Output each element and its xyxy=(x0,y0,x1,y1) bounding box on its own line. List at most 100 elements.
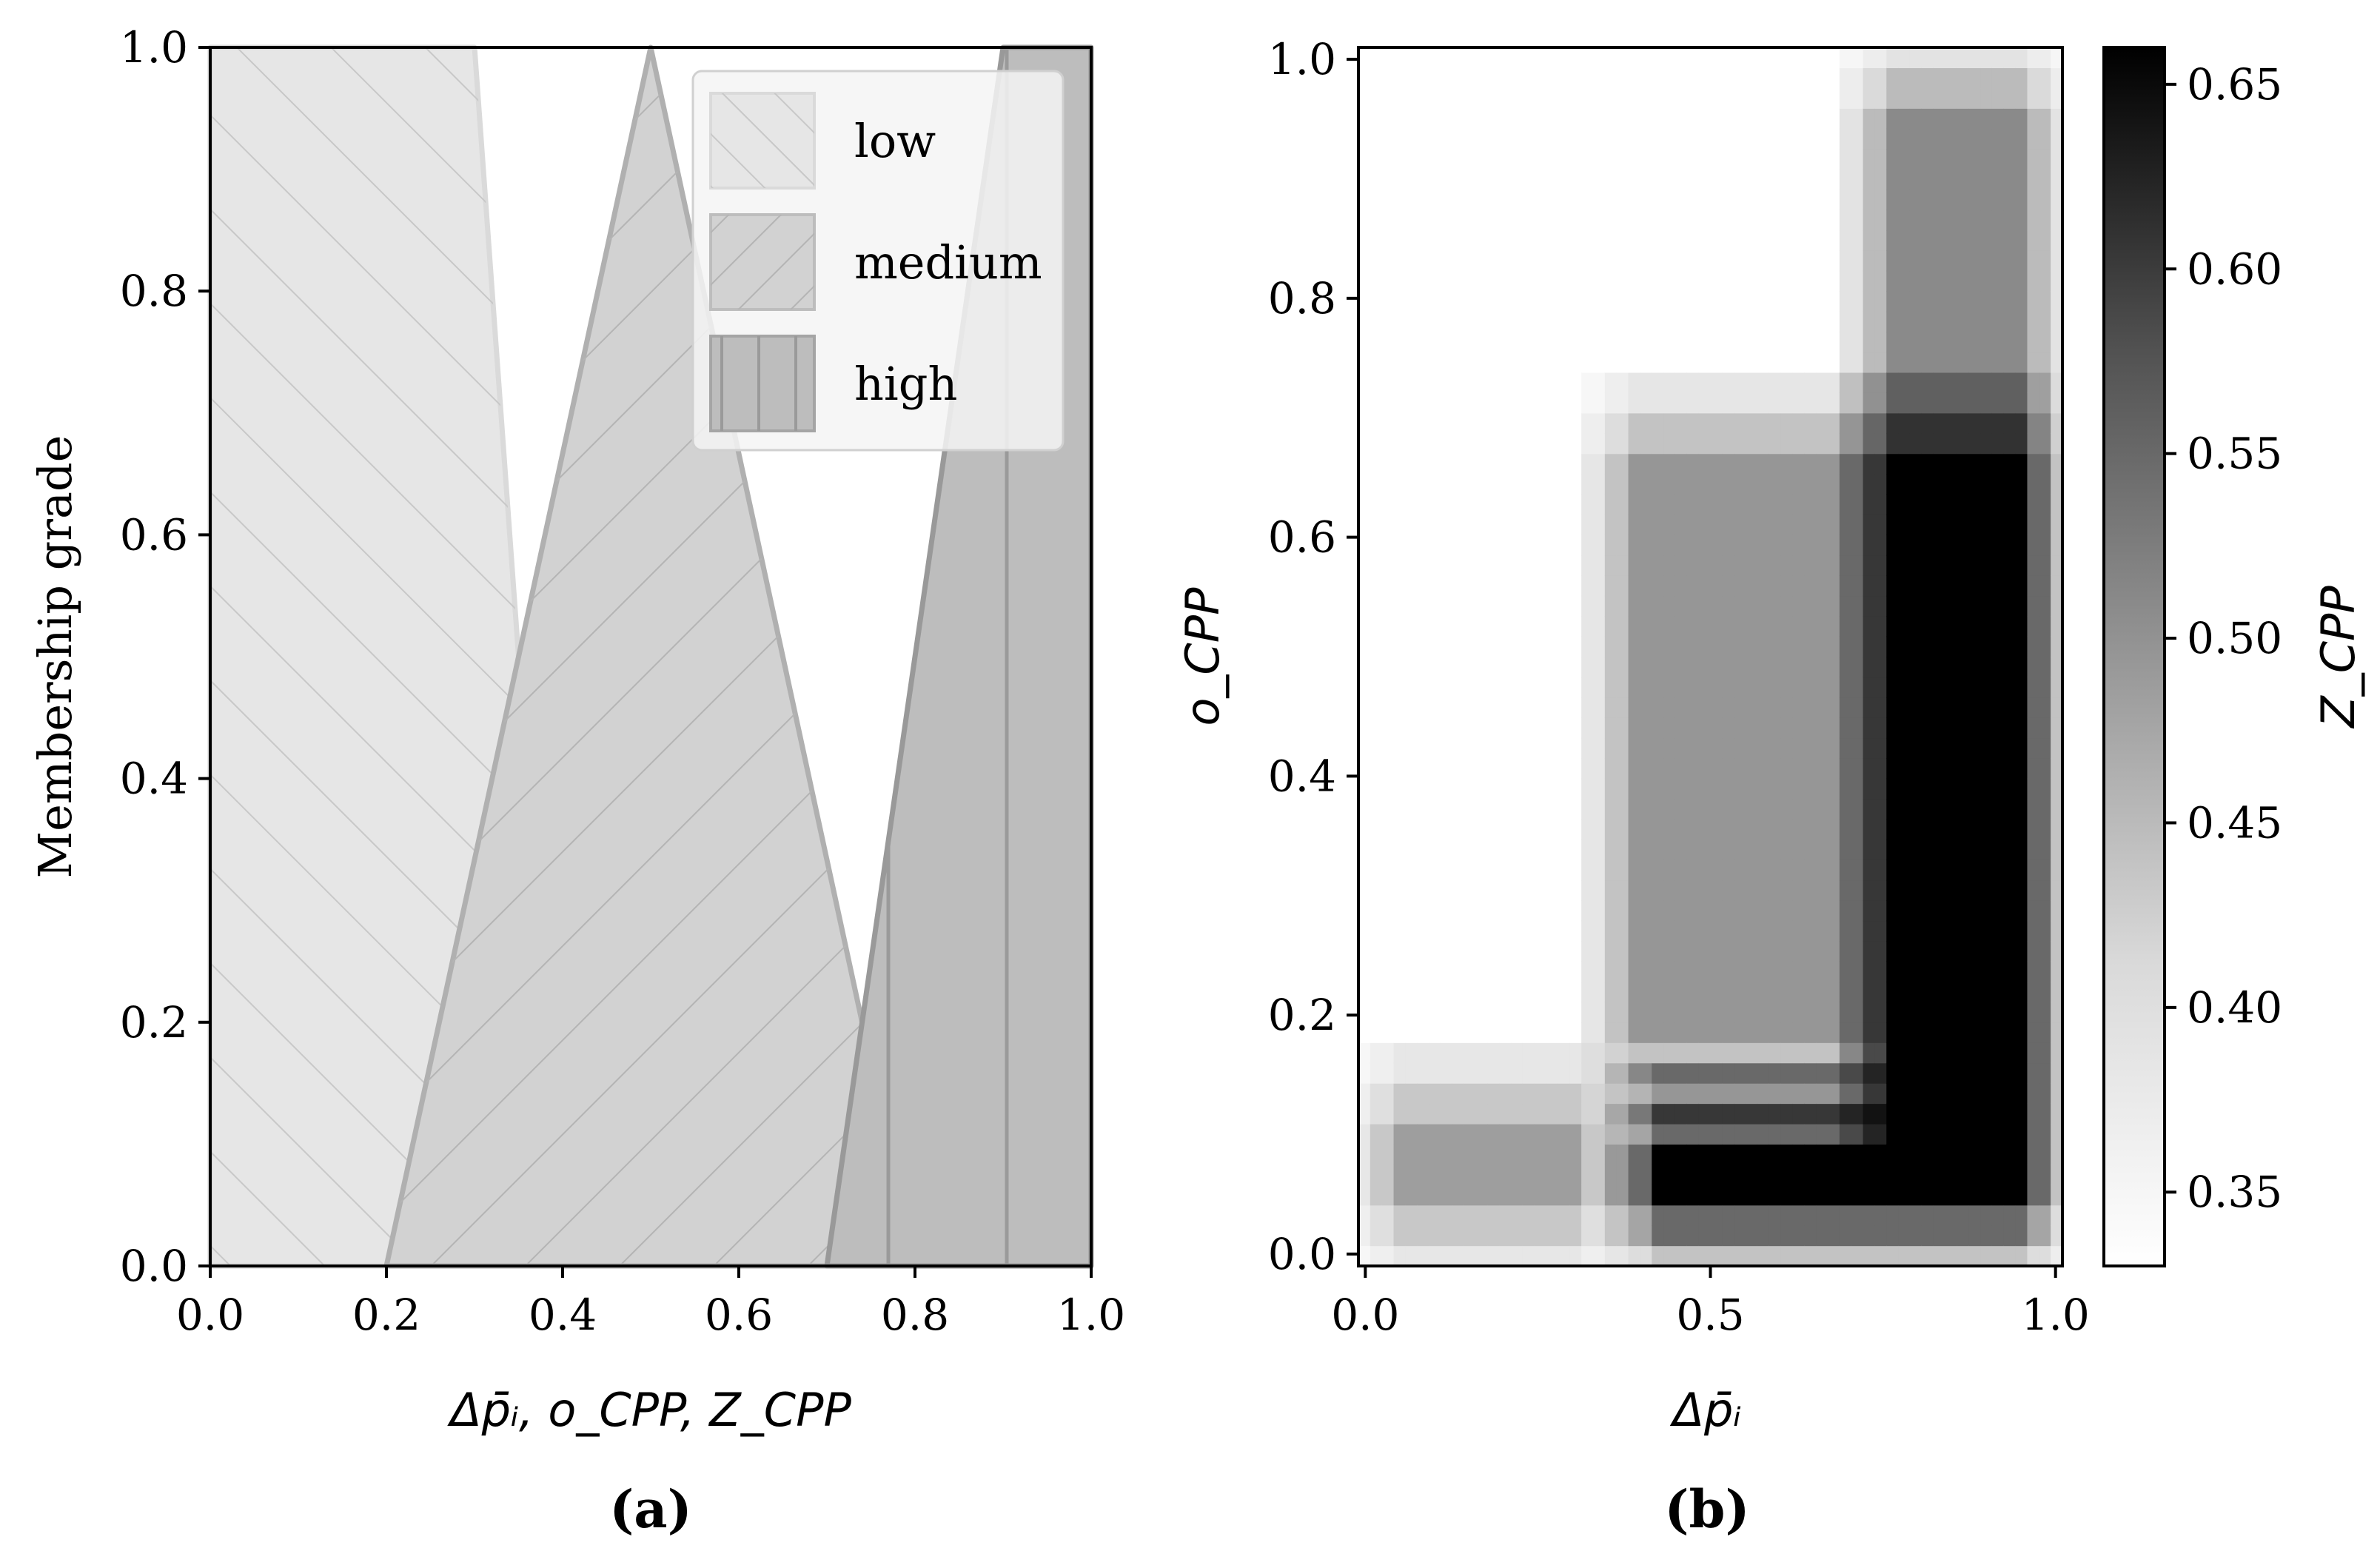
heatmap-cell xyxy=(1569,474,1582,495)
heatmap-cell xyxy=(1358,128,1371,150)
heatmap-cell xyxy=(1957,555,1969,576)
heatmap-cell xyxy=(1604,311,1618,332)
heatmap-cell xyxy=(1757,595,1770,617)
heatmap-cell xyxy=(1722,392,1734,414)
heatmap-cell xyxy=(1722,514,1734,535)
heatmap-cell xyxy=(1663,1205,1676,1226)
heatmap-cell xyxy=(1722,474,1734,495)
heatmap-cell xyxy=(1921,210,1934,231)
heatmap-cell xyxy=(1945,737,1957,759)
heatmap-cell xyxy=(1898,819,1911,840)
heatmap-cell xyxy=(1874,250,1887,272)
heatmap-cell xyxy=(1921,697,1934,718)
heatmap-cell xyxy=(1640,291,1652,312)
heatmap-cell xyxy=(1921,799,1934,820)
heatmap-cell xyxy=(1604,47,1618,69)
heatmap-cell xyxy=(1980,697,1993,718)
heatmap-cell xyxy=(1898,474,1911,495)
heatmap-cell xyxy=(1734,474,1746,495)
heatmap-cell xyxy=(1945,514,1957,535)
heatmap-cell xyxy=(1393,169,1406,190)
heatmap-cell xyxy=(2051,1225,2063,1247)
heatmap-cell xyxy=(1546,1225,1559,1247)
heatmap-cell xyxy=(1475,1103,1488,1125)
heatmap-cell xyxy=(2051,1144,2063,1165)
heatmap-cell xyxy=(1440,717,1453,739)
heatmap-cell xyxy=(1558,839,1570,860)
heatmap-cell xyxy=(1604,1144,1618,1165)
heatmap-cell xyxy=(2003,372,2017,393)
heatmap-cell xyxy=(2003,270,2017,292)
heatmap-cell xyxy=(2051,169,2063,190)
heatmap-cell xyxy=(1980,595,1993,617)
heatmap-cell xyxy=(1933,880,1946,901)
heatmap-cell xyxy=(1851,514,1864,535)
heatmap-cell xyxy=(1511,555,1523,576)
heatmap-cell xyxy=(1628,1144,1640,1165)
heatmap-cell xyxy=(1722,636,1734,657)
heatmap-cell xyxy=(1663,555,1676,576)
heatmap-cell xyxy=(1640,372,1652,393)
heatmap-cell xyxy=(1874,616,1887,637)
heatmap-cell xyxy=(1452,332,1465,353)
heatmap-cell xyxy=(1851,270,1864,292)
heatmap-cell xyxy=(1945,839,1957,860)
heatmap-cell xyxy=(1792,210,1805,231)
heatmap-cell xyxy=(1722,1245,1734,1267)
heatmap-cell xyxy=(1640,392,1652,414)
heatmap-cell xyxy=(1828,1042,1840,1064)
heatmap-cell xyxy=(1816,900,1828,922)
heatmap-cell xyxy=(2003,1103,2017,1125)
heatmap-cell xyxy=(1769,332,1782,353)
heatmap-cell xyxy=(1792,636,1805,657)
heatmap-cell xyxy=(1722,1042,1734,1064)
heatmap-cell xyxy=(1980,108,1993,130)
heatmap-cell xyxy=(1980,657,1993,678)
heatmap-cell xyxy=(1746,1083,1758,1105)
heatmap-cell xyxy=(1991,758,2005,780)
heatmap-cell xyxy=(1933,149,1946,170)
heatmap-cell xyxy=(1405,87,1418,109)
heatmap-cell xyxy=(1370,474,1383,495)
heatmap-cell xyxy=(1957,1245,1969,1267)
heatmap-cell xyxy=(1569,190,1582,211)
heatmap-cell xyxy=(2039,67,2051,89)
heatmap-cell xyxy=(1816,190,1828,211)
heatmap-cell xyxy=(1746,575,1758,597)
heatmap-cell xyxy=(1569,149,1582,170)
heatmap-cell xyxy=(1991,1205,2005,1226)
heatmap-cell xyxy=(1909,778,1923,800)
heatmap-cell xyxy=(1804,595,1817,617)
heatmap-cell xyxy=(1746,900,1758,922)
heatmap-cell xyxy=(1487,1022,1500,1043)
heatmap-cell xyxy=(1921,717,1934,739)
heatmap-cell xyxy=(1863,1123,1875,1145)
heatmap-cell xyxy=(1968,900,1981,922)
heatmap-cell xyxy=(1616,778,1629,800)
heatmap-cell xyxy=(2039,332,2051,353)
heatmap-cell xyxy=(1405,453,1418,475)
heatmap-cell xyxy=(1686,961,1700,982)
heatmap-cell xyxy=(1652,412,1664,434)
heatmap-cell xyxy=(1675,67,1688,89)
heatmap-cell xyxy=(1921,981,1934,1002)
heatmap-cell xyxy=(1746,758,1758,780)
heatmap-cell xyxy=(1370,291,1383,312)
heatmap-cell xyxy=(2051,1083,2063,1105)
heatmap-cell xyxy=(2051,250,2063,272)
heatmap-cell xyxy=(1640,839,1652,860)
heatmap-cell xyxy=(2027,758,2039,780)
heatmap-cell xyxy=(2015,900,2028,922)
heatmap-cell xyxy=(1991,433,2005,455)
heatmap-cell xyxy=(1405,190,1418,211)
heatmap-cell xyxy=(1546,880,1559,901)
heatmap-cell xyxy=(1710,47,1723,69)
heatmap-cell xyxy=(2015,108,2028,130)
heatmap-cell xyxy=(1686,860,1700,881)
heatmap-cell xyxy=(1957,860,1969,881)
heatmap-cell xyxy=(1358,657,1371,678)
heatmap-cell xyxy=(1968,230,1981,251)
heatmap-cell xyxy=(1839,1144,1852,1165)
heatmap-cell xyxy=(1816,717,1828,739)
heatmap-cell xyxy=(1499,900,1512,922)
